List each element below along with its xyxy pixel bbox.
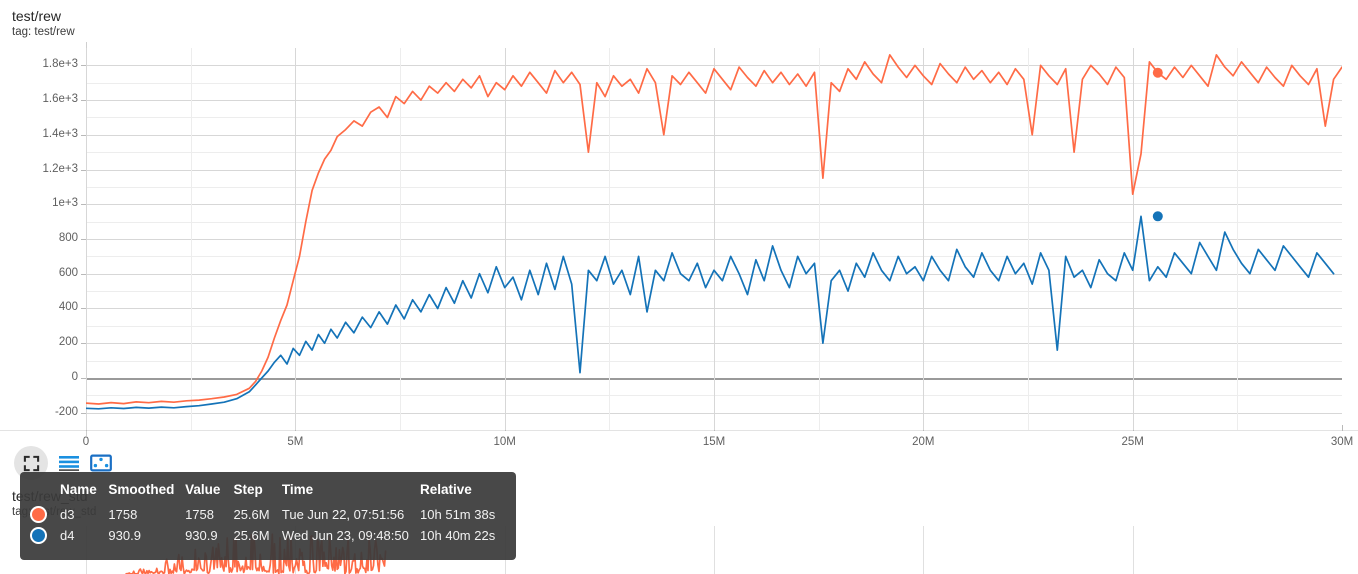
tooltip-cell-step: 25.6M: [233, 528, 270, 543]
gridline-v: [1133, 48, 1134, 430]
gridline-v-minor: [1237, 48, 1238, 430]
x-tick-label: 15M: [702, 436, 726, 448]
tooltip-th-value: Value: [185, 482, 221, 497]
y-tick-mark: [81, 100, 86, 101]
chart-card-test-rew: test/rew tag: test/rew -200 0 200 400 600 800…: [0, 8, 1358, 448]
gridline-v: [923, 48, 924, 430]
highlight-markers: [1152, 67, 1163, 222]
gridline-v: [714, 48, 715, 430]
gridline-v-minor: [400, 48, 401, 430]
x-tick-label: 5M: [287, 436, 304, 448]
tooltip-cell-name: d4: [60, 528, 75, 543]
plot-area[interactable]: [86, 48, 1342, 430]
x-tick-mark: [1342, 425, 1343, 431]
y-tick-mark: [81, 65, 86, 66]
tooltip-th-swatch: [30, 482, 60, 504]
gridline-v-secondary: [923, 526, 924, 574]
tooltip-cell-relative: 10h 51m 38s: [420, 507, 496, 522]
y-tick-label: 1.8e+3: [42, 58, 79, 71]
tooltip-cell-time: Tue Jun 22, 07:51:56: [281, 507, 405, 522]
tooltip-cell-step: 25.6M: [233, 507, 270, 522]
tooltip-cell-value: 1758: [185, 507, 214, 522]
data-selection-icon[interactable]: [84, 446, 118, 480]
y-tick-mark: [81, 378, 86, 379]
series-line-d4: [86, 215, 1335, 410]
y-tick-label: 1.6e+3: [42, 93, 79, 106]
y-tick-label: 600: [58, 266, 78, 279]
y-tick-label: 400: [58, 301, 78, 314]
tooltip-th-name: Name: [60, 482, 97, 497]
tooltip-cell-time: Wed Jun 23, 09:48:50: [281, 528, 409, 543]
tooltip-header-row: Name Smoothed Value Step Time Relative: [30, 482, 506, 504]
y-tick-mark: [81, 413, 86, 414]
tooltip-swatch-cell: [30, 525, 60, 546]
tooltip-cell-value: 930.9: [185, 528, 218, 543]
chart-subtitle: tag: test/rew: [12, 26, 75, 38]
tooltip-cell-smoothed: 1758: [108, 507, 138, 522]
x-tick-label: 20M: [912, 436, 935, 448]
y-tick-mark: [81, 343, 86, 344]
chart-tooltip: Name Smoothed Value Step Time Relative d…: [20, 472, 516, 560]
series-color-swatch: [30, 527, 47, 544]
gridline-v-minor: [191, 48, 192, 430]
y-tick-mark: [81, 274, 86, 275]
gridline-v-minor: [1028, 48, 1029, 430]
tooltip-th-time: Time: [281, 482, 314, 497]
tooltip-th-relative: Relative: [420, 482, 472, 497]
x-tick-label: 25M: [1121, 436, 1144, 448]
y-tick-label: 0: [71, 370, 78, 383]
x-tick-label: 0: [82, 436, 90, 448]
gridline-v: [295, 48, 296, 430]
y-tick-label: 800: [58, 232, 78, 244]
y-tick-mark: [81, 135, 86, 136]
tooltip-row: d4 930.9 930.9 25.6M Wed Jun 23, 09:48:50 10h…: [30, 525, 506, 546]
series-line-d3: [86, 54, 1342, 405]
series-color-swatch: [30, 506, 47, 523]
tooltip-row: d3 1758 1758 25.6M Tue Jun 22, 07:51:56 10h 5…: [30, 504, 506, 525]
lines-icon[interactable]: [52, 446, 86, 480]
tooltip-cell-smoothed: 930.9: [108, 528, 141, 543]
y-tick-label: 1.4e+3: [42, 127, 79, 140]
series-lines: [86, 54, 1342, 410]
y-tick-label: 1.2e+3: [42, 162, 79, 175]
tooltip-cell-name: d3: [60, 507, 75, 522]
y-tick-mark: [81, 170, 86, 171]
y-tick-label: -200: [54, 405, 78, 418]
gridline-v-secondary: [1133, 526, 1134, 574]
tooltip-cell-relative: 10h 40m 22s: [420, 528, 496, 543]
tooltip-th-smoothed: Smoothed: [108, 482, 175, 497]
highlight-marker-d3: [1152, 67, 1163, 78]
y-tick-label: 1e+3: [52, 197, 78, 210]
x-axis-line: [0, 430, 1358, 431]
tooltip-table: Name Smoothed Value Step Time Relative d…: [30, 482, 506, 546]
y-tick-mark: [81, 204, 86, 205]
tooltip-swatch-cell: [30, 504, 60, 525]
x-tick-label: 30M: [1330, 436, 1354, 448]
highlight-marker-d4: [1152, 211, 1163, 222]
y-tick-mark: [81, 239, 86, 240]
gridline-v-minor: [819, 48, 820, 430]
tooltip-th-step: Step: [233, 482, 263, 497]
gridline-v-secondary: [714, 526, 715, 574]
x-tick-label: 10M: [493, 436, 516, 448]
gridline-v: [505, 48, 506, 430]
tooltip-body: d3 1758 1758 25.6M Tue Jun 22, 07:51:56 10h 5…: [30, 504, 506, 546]
y-tick-label: 200: [58, 336, 78, 349]
y-tick-mark: [81, 308, 86, 309]
gridline-v-minor: [609, 48, 610, 430]
chart-title: test/rew: [12, 8, 62, 24]
gridline-v: [86, 48, 87, 430]
